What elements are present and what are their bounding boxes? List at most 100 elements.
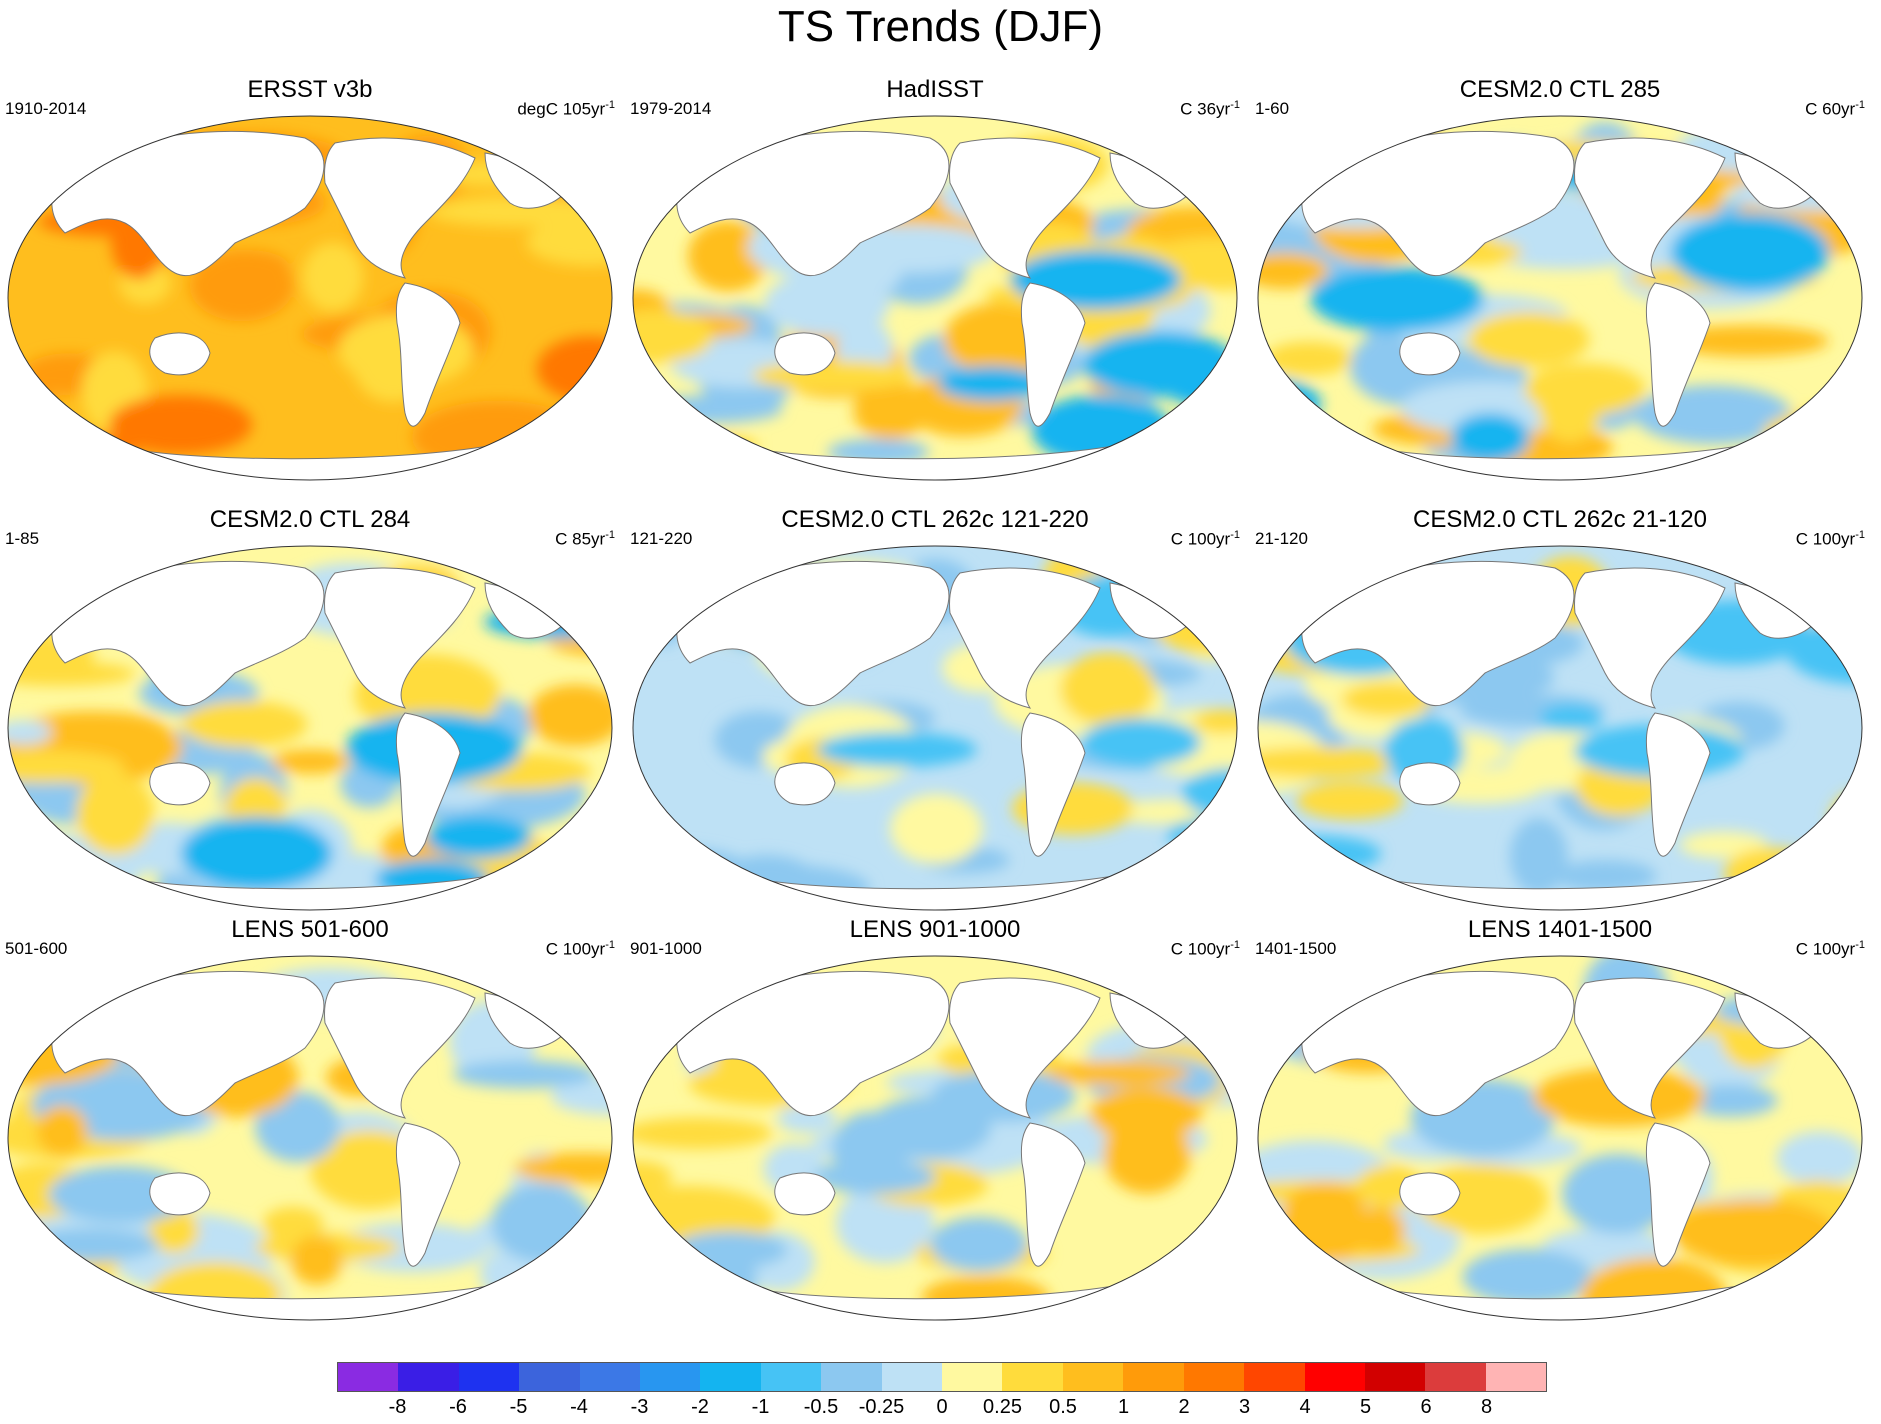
land-mass (774, 1172, 836, 1216)
colorbar-swatch (1183, 1363, 1245, 1391)
land-mass (949, 567, 1101, 709)
panel-period: 1-85 (5, 529, 40, 548)
panel-title: LENS 901-1000 (849, 916, 1021, 943)
colorbar (337, 1362, 1547, 1392)
trend-anomaly (1262, 253, 1315, 286)
colorbar-tick-label: 0.25 (983, 1396, 1022, 1418)
trend-anomaly (209, 250, 290, 286)
trend-map (7, 115, 613, 481)
colorbar-swatch (1364, 1363, 1426, 1391)
trend-anomaly (929, 1216, 1028, 1272)
trend-anomaly (1060, 652, 1156, 726)
map-panel: CESM2.0 CTL 284 1-85 C 85yr-1 (5, 505, 615, 915)
map-panel: CESM2.0 CTL 285 1-60 C 60yr-1 (1255, 75, 1865, 485)
trend-anomaly (1539, 704, 1602, 732)
map-panel: LENS 901-1000 901-1000 C 100yr-1 (630, 915, 1240, 1325)
trend-anomaly (108, 395, 253, 455)
trend-anomaly (1451, 413, 1530, 463)
land-mass (1574, 977, 1726, 1119)
land-mass (949, 977, 1101, 1119)
land-mass (324, 977, 476, 1119)
trend-anomaly (1666, 325, 1829, 357)
colorbar-tick-label: 6 (1420, 1396, 1432, 1418)
land-mass (1399, 332, 1461, 376)
panel-period: 901-1000 (630, 939, 702, 958)
trend-anomaly (1193, 709, 1237, 734)
trend-anomaly (633, 309, 714, 363)
trend-anomaly (452, 1060, 597, 1089)
trend-anomaly (1089, 1086, 1202, 1142)
trend-anomaly (76, 772, 155, 855)
trend-anomaly (40, 711, 164, 745)
land-mass (1301, 970, 1575, 1117)
land-mass (1020, 712, 1086, 857)
trend-anomaly (8, 407, 83, 480)
trend-anomaly (1349, 1207, 1406, 1253)
colorbar-swatch (1425, 1363, 1486, 1391)
trend-anomaly (8, 386, 62, 461)
colorbar-swatch (1062, 1363, 1124, 1391)
trend-anomaly (1468, 311, 1590, 368)
map-border (1257, 115, 1863, 481)
trend-anomaly (8, 562, 92, 588)
land-mass (149, 762, 211, 806)
colorbar-tick-label: 4 (1299, 1396, 1311, 1418)
panel-title: CESM2.0 CTL 285 (1459, 76, 1661, 103)
land-mass (1399, 762, 1461, 806)
colorbar-tick-label: -0.5 (803, 1396, 839, 1418)
land-mass (149, 1172, 211, 1216)
trend-anomaly (1537, 365, 1603, 442)
trend-map (1257, 115, 1863, 481)
land-mass (949, 137, 1101, 279)
land-mass (395, 1122, 461, 1267)
map-border (1257, 545, 1863, 911)
trend-anomaly (1258, 746, 1405, 779)
land-mass (1574, 137, 1726, 279)
trend-anomaly (832, 240, 903, 298)
trend-anomaly (290, 1235, 343, 1285)
land-mass (1301, 130, 1575, 277)
land-mass (1645, 1122, 1711, 1267)
colorbar-tick-label: -6 (449, 1396, 467, 1418)
panel-period: 1979-2014 (630, 99, 712, 118)
land-mass (395, 712, 461, 857)
trend-anomaly (633, 1117, 773, 1149)
trend-map (1257, 955, 1863, 1321)
trend-anomaly (633, 1275, 724, 1307)
land-mass (1645, 282, 1711, 427)
trend-anomaly (148, 1208, 200, 1254)
colorbar-swatch (1244, 1363, 1305, 1391)
panel-units: C 85yr-1 (555, 529, 615, 549)
colorbar-tick-label: -1 (751, 1396, 770, 1418)
trend-anomaly (633, 434, 732, 459)
trend-anomaly (527, 684, 612, 747)
trend-anomaly (1509, 818, 1568, 895)
trend-anomaly (1684, 1084, 1778, 1117)
trend-anomaly (1180, 988, 1237, 1019)
trend-anomaly (526, 218, 612, 266)
trend-anomaly (1761, 139, 1862, 173)
panel-title: CESM2.0 CTL 262c 21-120 (1413, 506, 1707, 533)
map-panel: ERSST v3b 1910-2014 degC 105yr-1 (5, 75, 615, 485)
trend-anomaly (1296, 781, 1404, 820)
land-mass (676, 970, 950, 1117)
colorbar-tick-label: -2 (691, 1396, 709, 1418)
map-border (632, 115, 1238, 481)
trend-anomaly (302, 242, 364, 312)
trend-map (1257, 545, 1863, 911)
trend-anomaly (514, 1152, 612, 1185)
colorbar-swatch (760, 1363, 822, 1391)
panel-period: 21-120 (1255, 529, 1308, 548)
land-mass (51, 560, 325, 707)
trend-anomaly (832, 1111, 909, 1188)
trend-anomaly (654, 974, 728, 1017)
land-mass (774, 762, 836, 806)
panel-title: ERSST v3b (247, 76, 373, 103)
map-border (7, 545, 613, 911)
panel-title: CESM2.0 CTL 262c 121-220 (781, 506, 1089, 533)
figure-title: TS Trends (DJF) (777, 2, 1104, 51)
trend-map (632, 115, 1238, 481)
land-mass (395, 282, 461, 427)
trend-anomaly (1462, 1248, 1593, 1305)
land-mass (1020, 282, 1086, 427)
